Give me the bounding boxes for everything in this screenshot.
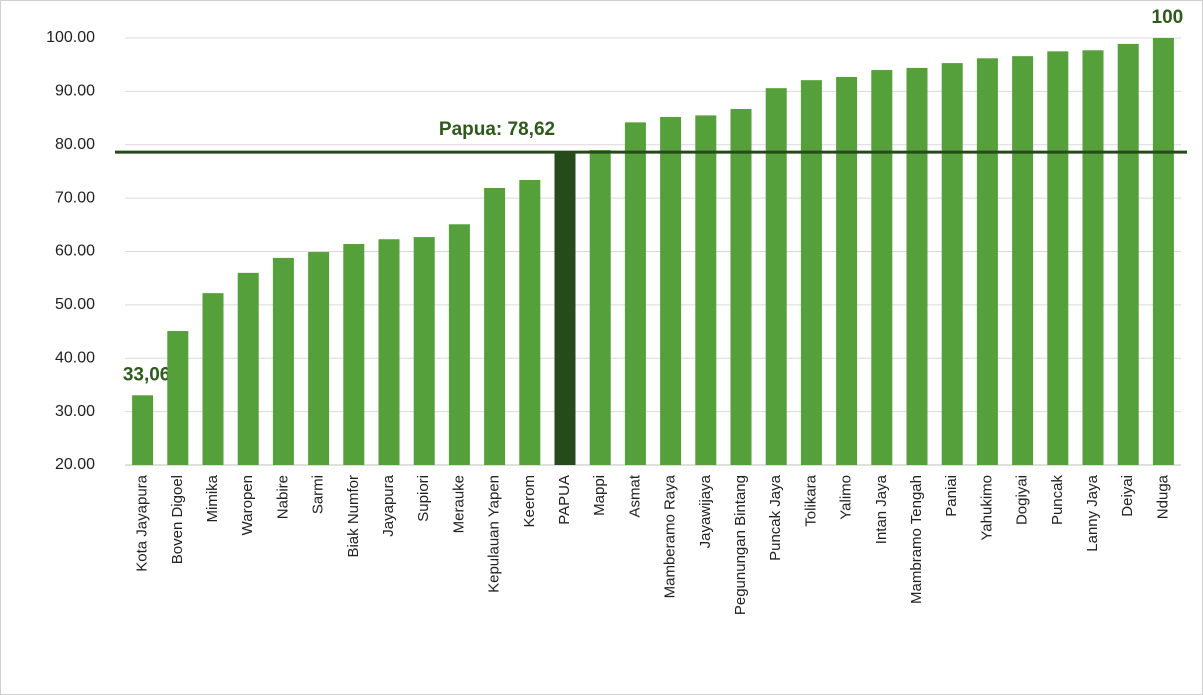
x-tick-label: Mappi — [591, 475, 608, 516]
x-tick-label: Yahukimo — [978, 475, 995, 541]
bar — [589, 150, 611, 465]
x-tick-label: Tolikara — [802, 474, 819, 526]
data-label: 33,06 — [123, 364, 171, 385]
x-tick-label: Biak Numfor — [345, 475, 362, 558]
y-tick-label: 20.00 — [55, 456, 95, 473]
x-tick-label: Mimika — [204, 474, 221, 522]
bar — [871, 70, 893, 466]
y-tick-label: 60.00 — [55, 243, 95, 260]
bar — [554, 152, 576, 465]
x-tick-label: Puncak — [1049, 475, 1066, 526]
bar — [800, 80, 822, 465]
y-tick-label: 70.00 — [55, 189, 95, 206]
bar — [660, 116, 682, 466]
x-tick-label: Waropen — [239, 475, 256, 535]
bar — [132, 395, 154, 465]
x-tick-label: Pegunungan Bintang — [732, 475, 749, 615]
y-tick-label: 50.00 — [55, 296, 95, 313]
bar — [1082, 50, 1104, 466]
x-tick-label: Boven Digoel — [169, 475, 186, 564]
reference-label: Papua: 78,62 — [439, 119, 555, 140]
x-tick-label: Sarmi — [310, 475, 327, 514]
bar — [836, 76, 858, 466]
x-tick-label: Keerom — [521, 475, 538, 528]
x-tick-label: Supiori — [415, 475, 432, 522]
x-tick-label: Asmat — [626, 474, 643, 517]
y-tick-label: 30.00 — [55, 403, 95, 420]
x-tick-label: Nduga — [1154, 474, 1171, 519]
x-tick-label: Mamberamo Raya — [662, 474, 679, 598]
bar — [1012, 56, 1034, 466]
bar — [413, 237, 435, 465]
y-tick-label: 80.00 — [55, 136, 95, 153]
bar — [484, 187, 506, 465]
bar — [1047, 51, 1069, 465]
y-tick-label: 40.00 — [55, 349, 95, 366]
x-tick-label: Yalimo — [838, 475, 855, 520]
bar — [730, 108, 752, 466]
x-tick-label: PAPUA — [556, 475, 573, 525]
data-label: 100 — [1152, 7, 1184, 28]
x-tick-label: Lanny Jaya — [1084, 474, 1101, 551]
y-tick-label: 90.00 — [55, 83, 95, 100]
bar — [1152, 38, 1174, 465]
x-tick-label: Kota Jayapura — [134, 474, 151, 571]
y-tick-label: 100.00 — [46, 29, 95, 46]
bar — [343, 244, 365, 465]
x-tick-label: Paniai — [943, 475, 960, 517]
x-tick-label: Kepulauan Yapen — [486, 475, 503, 593]
x-tick-label: Mambramo Tengah — [908, 475, 925, 604]
bar — [1117, 43, 1139, 466]
bar — [202, 293, 224, 465]
bar — [765, 88, 787, 466]
x-tick-label: Jayapura — [380, 474, 397, 536]
x-tick-label: Intan Jaya — [873, 474, 890, 544]
bar — [519, 179, 541, 466]
x-tick-label: Dogiyai — [1014, 475, 1031, 525]
x-tick-label: Nabire — [274, 475, 291, 519]
bar — [378, 239, 400, 465]
bar — [624, 122, 646, 466]
x-tick-label: Merauke — [450, 475, 467, 533]
bar — [448, 224, 470, 465]
bar — [167, 331, 189, 465]
bar — [976, 58, 998, 465]
x-tick-label: Deiyai — [1119, 475, 1136, 517]
bar — [906, 67, 928, 465]
bar — [237, 272, 259, 465]
bar — [695, 115, 717, 466]
bar — [308, 252, 330, 465]
x-tick-label: Puncak Jaya — [767, 474, 784, 561]
x-tick-label: Jayawijaya — [697, 474, 714, 548]
bar — [941, 63, 963, 466]
bar — [272, 257, 294, 465]
